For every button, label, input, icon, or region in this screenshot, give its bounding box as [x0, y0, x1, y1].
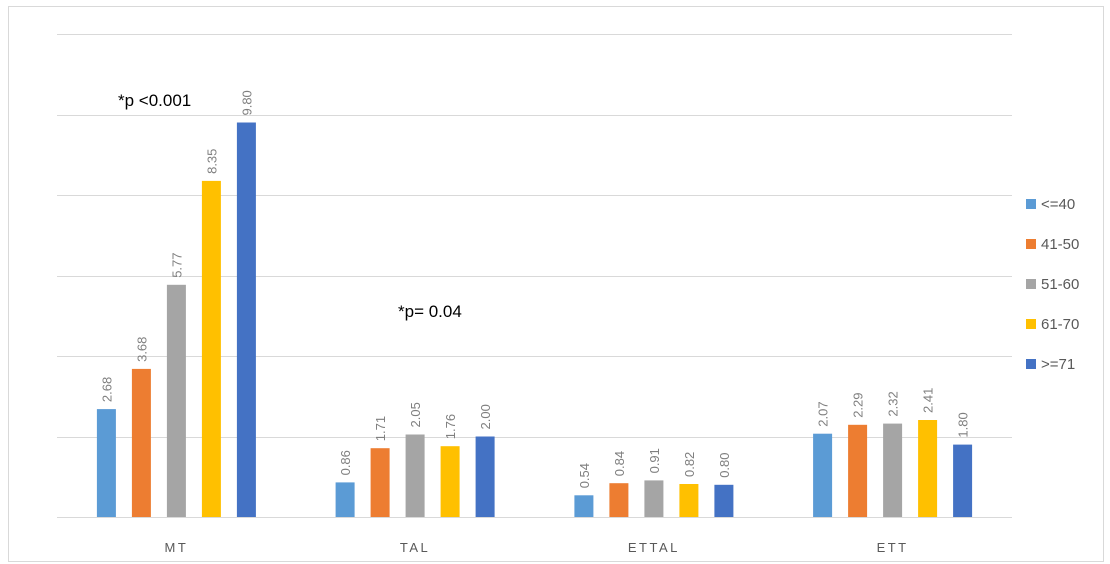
- bar: [440, 446, 460, 517]
- legend-swatch: [1026, 239, 1036, 249]
- bar: [609, 483, 629, 517]
- bar: [644, 480, 664, 517]
- data-label: 0.84: [612, 451, 627, 476]
- category-label: ETTAL: [628, 540, 680, 555]
- bar: [96, 409, 116, 517]
- data-label: 2.41: [921, 388, 936, 413]
- data-label: 0.82: [682, 452, 697, 477]
- bar: [236, 122, 256, 517]
- bar: [166, 284, 186, 517]
- data-label: 3.68: [134, 337, 149, 362]
- data-label: 1.71: [373, 416, 388, 441]
- bar: [714, 484, 734, 517]
- bar: [883, 423, 903, 517]
- legend-swatch: [1026, 319, 1036, 329]
- data-label: 2.68: [99, 377, 114, 402]
- data-label: 8.35: [204, 149, 219, 174]
- legend-label: <=40: [1041, 196, 1075, 213]
- bar: [201, 180, 221, 517]
- bar: [918, 420, 938, 517]
- data-label: 2.07: [816, 401, 831, 426]
- bar: [574, 495, 594, 517]
- data-label: 2.00: [478, 404, 493, 429]
- data-label: 9.80: [239, 90, 254, 115]
- category-label: TAL: [400, 540, 430, 555]
- data-label: 0.86: [338, 450, 353, 475]
- legend-label: 41-50: [1041, 236, 1079, 253]
- data-label: 0.54: [577, 463, 592, 488]
- category-label: ETT: [877, 540, 909, 555]
- category-label: MT: [165, 540, 189, 555]
- legend-swatch: [1026, 359, 1036, 369]
- bar: [953, 444, 973, 517]
- legend-label: 61-70: [1041, 316, 1079, 333]
- bar: [848, 424, 868, 517]
- bar: [475, 436, 495, 517]
- legend: <=40 41-50 51-60 61-70 >=71: [1026, 196, 1079, 373]
- legend-label: >=71: [1041, 356, 1075, 373]
- data-label: 5.77: [169, 252, 184, 277]
- bar: [679, 484, 699, 517]
- bar: [370, 448, 390, 517]
- annotation: *p <0.001: [118, 91, 191, 110]
- data-label: 1.80: [956, 412, 971, 437]
- bar: [405, 434, 425, 517]
- legend-label: 51-60: [1041, 276, 1079, 293]
- data-labels: 2.68 3.68 5.77 8.35 9.80 0.86 1.71 2.05 1.76 2.00…: [99, 90, 970, 488]
- data-label: 0.91: [647, 448, 662, 473]
- bar: [131, 368, 151, 517]
- legend-swatch: [1026, 199, 1036, 209]
- bar: [813, 433, 833, 517]
- data-label: 2.32: [886, 391, 901, 416]
- bar: [335, 482, 355, 517]
- legend-swatch: [1026, 279, 1036, 289]
- gridlines: [57, 34, 1012, 518]
- data-label: 2.05: [408, 402, 423, 427]
- data-label: 1.76: [443, 414, 458, 439]
- data-label: 0.80: [717, 452, 732, 477]
- data-label: 2.29: [851, 392, 866, 417]
- annotation: *p= 0.04: [398, 302, 462, 321]
- annotations: *p <0.001 *p= 0.04: [118, 91, 462, 321]
- category-labels: MT TAL ETTAL ETT: [165, 540, 909, 555]
- bars: [96, 122, 973, 517]
